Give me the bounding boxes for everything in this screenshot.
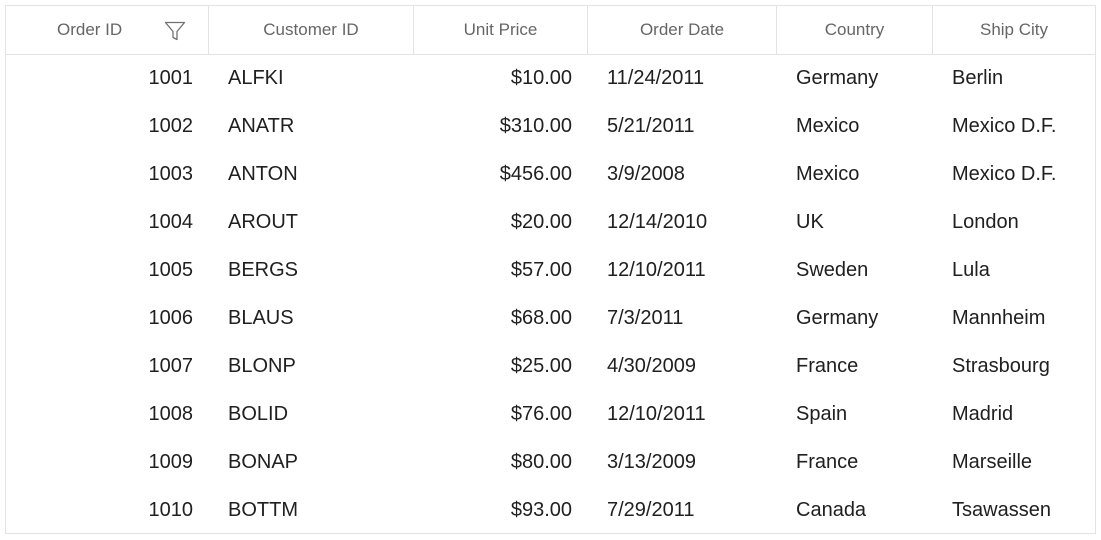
cell-customer-id[interactable]: BLAUS xyxy=(228,306,294,329)
table-row[interactable]: 1010 BOTTM $93.00 7/29/2011 Canada Tsawa… xyxy=(6,486,1095,533)
cell-ship-city[interactable]: Strasbourg xyxy=(952,354,1050,377)
cell-order-id[interactable]: 1004 xyxy=(148,210,194,233)
cell-country[interactable]: Mexico xyxy=(796,162,860,185)
cell-unit-price[interactable]: $57.00 xyxy=(510,258,572,281)
cell-unit-price[interactable]: $20.00 xyxy=(510,210,572,233)
cell-unit-price[interactable]: $68.00 xyxy=(510,306,572,329)
cell-unit-price[interactable]: $93.00 xyxy=(510,498,572,521)
cell-order-id[interactable]: 1006 xyxy=(148,306,194,329)
cell-country[interactable]: Mexico xyxy=(796,114,860,137)
cell-order-id[interactable]: 1009 xyxy=(148,450,194,473)
cell-order-id[interactable]: 1008 xyxy=(148,402,194,425)
column-header-order-date[interactable]: Order Date xyxy=(588,6,777,54)
table-row[interactable]: 1006 BLAUS $68.00 7/3/2011 Germany Mannh… xyxy=(6,294,1095,342)
cell-ship-city[interactable]: Tsawassen xyxy=(952,498,1051,521)
column-header-label: Order ID xyxy=(57,20,123,39)
cell-order-date[interactable]: 4/30/2009 xyxy=(607,354,696,377)
cell-order-id[interactable]: 1001 xyxy=(148,66,194,89)
column-header-label: Customer ID xyxy=(263,20,359,39)
cell-unit-price[interactable]: $310.00 xyxy=(499,114,572,137)
cell-customer-id[interactable]: BONAP xyxy=(228,450,299,473)
cell-country[interactable]: Canada xyxy=(796,498,867,521)
cell-ship-city[interactable]: Madrid xyxy=(952,402,1014,425)
cell-ship-city[interactable]: Marseille xyxy=(952,450,1033,473)
cell-ship-city[interactable]: Berlin xyxy=(952,66,1004,89)
column-header-ship-city[interactable]: Ship City xyxy=(933,6,1095,54)
column-header-order-id[interactable]: Order ID xyxy=(6,6,209,54)
table-row[interactable]: 1002 ANATR $310.00 5/21/2011 Mexico Mexi… xyxy=(6,102,1095,150)
table-row[interactable]: 1004 AROUT $20.00 12/14/2010 UK London xyxy=(6,198,1095,246)
data-grid: Order ID Customer ID Unit Price Order Da… xyxy=(5,5,1096,534)
cell-order-date[interactable]: 12/14/2010 xyxy=(607,210,708,233)
cell-order-id[interactable]: 1005 xyxy=(148,258,194,281)
column-header-label: Ship City xyxy=(979,20,1049,39)
column-header-customer-id[interactable]: Customer ID xyxy=(209,6,414,54)
cell-country[interactable]: Germany xyxy=(796,306,879,329)
cell-ship-city[interactable]: London xyxy=(952,210,1019,233)
table-row[interactable]: 1001 ALFKI $10.00 11/24/2011 Germany Ber… xyxy=(6,54,1095,102)
cell-customer-id[interactable]: ANATR xyxy=(228,114,295,137)
grid-header-row: Order ID Customer ID Unit Price Order Da… xyxy=(6,6,1095,55)
cell-order-date[interactable]: 12/10/2011 xyxy=(607,402,706,425)
cell-ship-city[interactable]: Mexico D.F. xyxy=(952,114,1057,137)
cell-country[interactable]: Spain xyxy=(796,402,848,425)
cell-order-id[interactable]: 1003 xyxy=(148,162,194,185)
funnel-filter-icon[interactable] xyxy=(163,19,187,43)
grid-body: 1001 ALFKI $10.00 11/24/2011 Germany Ber… xyxy=(6,54,1095,533)
cell-order-id[interactable]: 1010 xyxy=(148,498,194,521)
cell-customer-id[interactable]: ANTON xyxy=(228,162,298,185)
cell-order-date[interactable]: 5/21/2011 xyxy=(607,114,695,137)
cell-customer-id[interactable]: BERGS xyxy=(228,258,299,281)
cell-order-date[interactable]: 3/9/2008 xyxy=(607,162,685,185)
table-row[interactable]: 1003 ANTON $456.00 3/9/2008 Mexico Mexic… xyxy=(6,150,1095,198)
cell-country[interactable]: France xyxy=(796,354,859,377)
cell-order-date[interactable]: 11/24/2011 xyxy=(607,66,705,89)
cell-unit-price[interactable]: $456.00 xyxy=(499,162,572,185)
cell-unit-price[interactable]: $80.00 xyxy=(510,450,572,473)
cell-ship-city[interactable]: Mannheim xyxy=(952,306,1046,329)
cell-country[interactable]: Germany xyxy=(796,66,879,89)
cell-customer-id[interactable]: BOLID xyxy=(228,402,289,425)
cell-order-id[interactable]: 1007 xyxy=(148,354,194,377)
cell-ship-city[interactable]: Mexico D.F. xyxy=(952,162,1057,185)
cell-unit-price[interactable]: $25.00 xyxy=(510,354,572,377)
cell-order-date[interactable]: 7/3/2011 xyxy=(607,306,684,329)
column-header-country[interactable]: Country xyxy=(777,6,933,54)
table-row[interactable]: 1008 BOLID $76.00 12/10/2011 Spain Madri… xyxy=(6,390,1095,438)
cell-order-date[interactable]: 7/29/2011 xyxy=(607,498,695,521)
cell-order-date[interactable]: 12/10/2011 xyxy=(607,258,706,281)
cell-country[interactable]: UK xyxy=(796,210,824,233)
cell-customer-id[interactable]: BLONP xyxy=(228,354,296,377)
table-row[interactable]: 1005 BERGS $57.00 12/10/2011 Sweden Lula xyxy=(6,246,1095,294)
column-header-label: Country xyxy=(824,20,885,39)
cell-customer-id[interactable]: ALFKI xyxy=(228,66,284,89)
cell-ship-city[interactable]: Lula xyxy=(952,258,990,281)
column-header-label: Order Date xyxy=(639,20,725,39)
cell-country[interactable]: Sweden xyxy=(796,258,869,281)
table-row[interactable]: 1009 BONAP $80.00 3/13/2009 France Marse… xyxy=(6,438,1095,486)
cell-country[interactable]: France xyxy=(796,450,859,473)
column-header-unit-price[interactable]: Unit Price xyxy=(414,6,588,54)
cell-unit-price[interactable]: $76.00 xyxy=(510,402,572,425)
cell-customer-id[interactable]: BOTTM xyxy=(228,498,298,521)
cell-unit-price[interactable]: $10.00 xyxy=(510,66,572,89)
cell-order-id[interactable]: 1002 xyxy=(148,114,194,137)
column-header-label: Unit Price xyxy=(463,20,538,39)
cell-order-date[interactable]: 3/13/2009 xyxy=(607,450,696,473)
cell-customer-id[interactable]: AROUT xyxy=(228,210,298,233)
table-row[interactable]: 1007 BLONP $25.00 4/30/2009 France Stras… xyxy=(6,342,1095,390)
